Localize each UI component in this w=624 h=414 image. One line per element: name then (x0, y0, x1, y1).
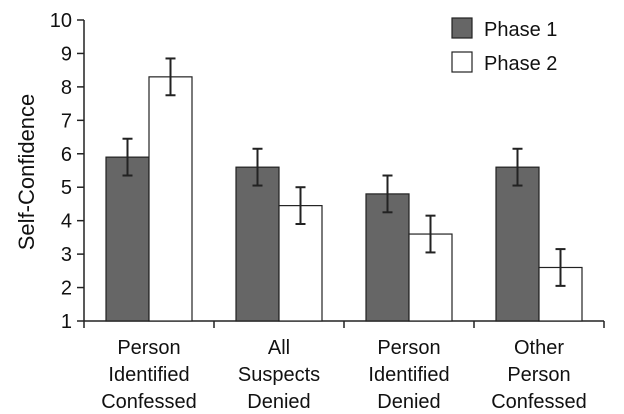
legend-label: Phase 1 (484, 19, 557, 41)
x-axis-labels: Person Identified Confessed All Suspects Deni… (101, 337, 587, 413)
bar (365, 193, 410, 322)
bar (235, 166, 280, 322)
y-tick-label: 6 (61, 144, 72, 166)
y-tick-label: 5 (61, 177, 72, 199)
y-tick-label: 3 (61, 244, 72, 266)
y-axis-label: Self-Confidence (14, 94, 39, 251)
x-category-label: Person Identified Confessed (101, 337, 197, 413)
legend: Phase 1 Phase 2 (451, 17, 557, 75)
x-category-label: All Suspects Denied (238, 337, 320, 413)
bars (105, 57, 583, 322)
y-tick-label: 7 (61, 110, 72, 132)
x-category-label: Person Identified Denied (368, 337, 449, 413)
y-tick-label: 10 (50, 10, 72, 32)
bar (105, 156, 150, 322)
legend-swatch (451, 17, 473, 39)
x-category-label: Other Person Confessed (491, 337, 587, 413)
y-tick-label: 2 (61, 278, 72, 300)
legend-swatch (451, 51, 473, 73)
bar (148, 76, 193, 322)
bar (495, 166, 540, 322)
legend-label: Phase 2 (484, 53, 557, 75)
y-tick-label: 9 (61, 43, 72, 65)
y-tick-label: 8 (61, 77, 72, 99)
y-tick-label: 1 (61, 311, 72, 333)
y-tick-label: 4 (61, 211, 72, 233)
